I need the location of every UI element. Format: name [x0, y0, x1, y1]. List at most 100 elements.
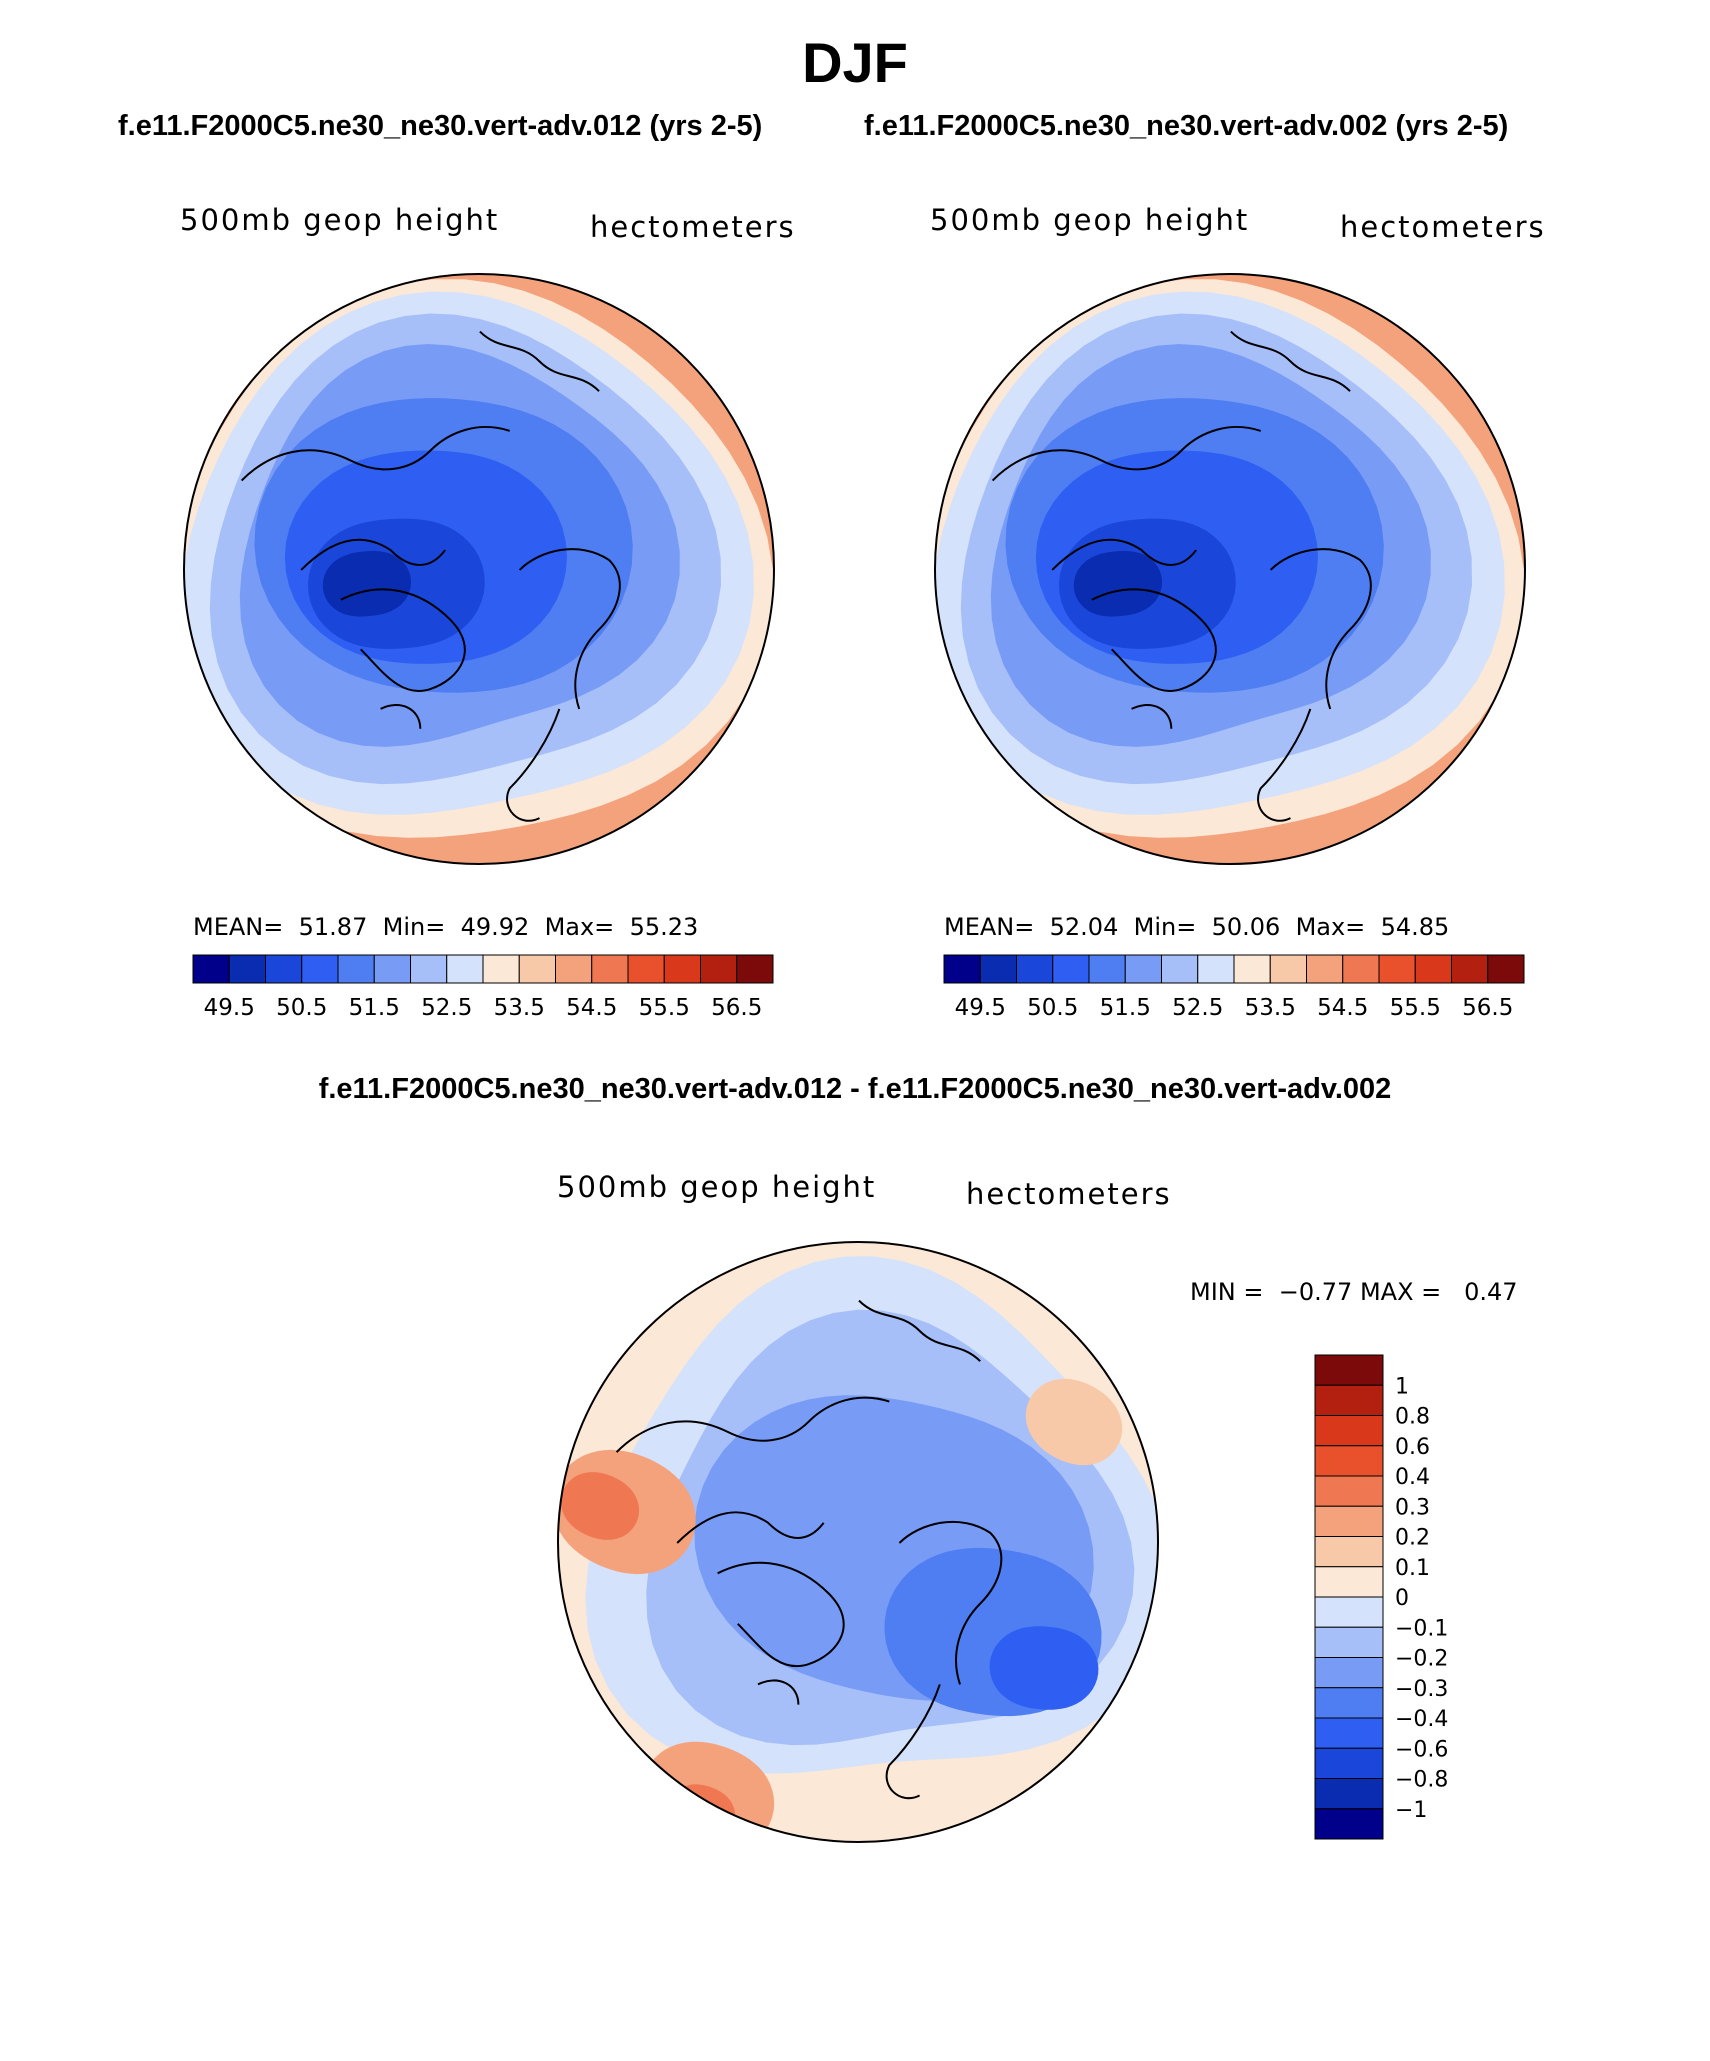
colorbar-box-5 [1124, 954, 1162, 984]
colorbar-box-9 [1269, 954, 1307, 984]
colorbar-box-12 [627, 954, 665, 984]
colorbar-box-6 [1161, 954, 1199, 984]
coastline-segment [717, 1561, 845, 1668]
contour-band--0.3 [560, 1472, 640, 1540]
colorbar-box-15 [1487, 954, 1525, 984]
case-b-units-label: hectometers [1340, 210, 1546, 244]
colorbar-tick-label: 55.5 [639, 995, 690, 1021]
colorbar-tick-label: −1 [1395, 1798, 1427, 1823]
coastline-segment [898, 1520, 1003, 1685]
colorbar-box-1 [228, 954, 266, 984]
case-b-stats: MEAN= 52.04 Min= 50.06 Max= 54.85 [944, 913, 1449, 941]
diff-min-label: MIN = [1190, 1278, 1264, 1306]
colorbar-box-5 [1314, 1505, 1384, 1537]
colorbar-box-11 [1314, 1687, 1384, 1719]
colorbar-tick-label: 51.5 [349, 995, 400, 1021]
diff-stats: MIN = −0.77 MAX = 0.47 [1190, 1278, 1518, 1306]
colorbar-tick-label: 0.1 [1395, 1556, 1430, 1581]
coastline-segment [479, 330, 600, 392]
case-b-min-label: Min= [1133, 913, 1197, 941]
case-a-variable-label: 500mb geop height [180, 203, 500, 237]
colorbar-box-0 [943, 954, 981, 984]
diff-min-value: −0.77 [1278, 1278, 1353, 1306]
colorbar-box-2 [1314, 1415, 1384, 1447]
colorbar-tick-label: 56.5 [1462, 995, 1513, 1021]
diff-max-value: 0.47 [1464, 1278, 1518, 1306]
case-a-mean-label: MEAN= [193, 913, 284, 941]
colorbar-tick-label: 52.5 [1172, 995, 1223, 1021]
coastlines [615, 1299, 1003, 1800]
case-a-colorbar: 49.5 50.5 51.5 52.5 53.5 54.5 55.5 56.5 [192, 954, 774, 1021]
colorbar-tick-label: −0.8 [1395, 1768, 1448, 1793]
colorbar-tick-label: 52.5 [421, 995, 472, 1021]
colorbar-tick-label: 53.5 [494, 995, 545, 1021]
colorbar-box-13 [1414, 954, 1452, 984]
coastline-segment [858, 1299, 981, 1362]
case-b-polar-map [934, 273, 1526, 865]
case-b-title: f.e11.F2000C5.ne30_ne30.vert-adv.002 (yr… [864, 110, 1509, 142]
contour-band-50 [322, 550, 411, 617]
colorbar-tick-label: 55.5 [1390, 995, 1441, 1021]
colorbar-box-4 [1314, 1475, 1384, 1507]
contour-band-0.6 [989, 1626, 1099, 1710]
colorbar-box-13 [1314, 1747, 1384, 1779]
map-boundary [557, 1241, 1159, 1843]
colorbar-box-2 [1016, 954, 1054, 984]
coastline-segment [506, 708, 561, 822]
colorbar-tick-label: 54.5 [1317, 995, 1368, 1021]
colorbar-tick-label: 51.5 [1100, 995, 1151, 1021]
coastline-segment [1230, 330, 1351, 392]
colorbar-box-1 [1314, 1384, 1384, 1416]
colorbar-tick-label: 49.5 [204, 995, 255, 1021]
difference-title: f.e11.F2000C5.ne30_ne30.vert-adv.012 - f… [318, 1073, 1392, 1105]
case-b-max-value: 54.85 [1380, 913, 1450, 941]
coastline-segment [1091, 588, 1217, 692]
case-b-max-label: Max= [1295, 913, 1366, 941]
colorbar-box-13 [663, 954, 701, 984]
case-a-mean-value: 51.87 [298, 913, 368, 941]
colorbar-box-8 [1314, 1596, 1384, 1628]
case-a-min-value: 49.92 [460, 913, 530, 941]
colorbar-tick-label: 0.8 [1395, 1405, 1430, 1430]
case-b-colorbar: 49.5 50.5 51.5 52.5 53.5 54.5 55.5 56.5 [943, 954, 1525, 1021]
colorbar-tick-label: 0.2 [1395, 1526, 1430, 1551]
colorbar-box-11 [591, 954, 629, 984]
colorbar-box-15 [1314, 1808, 1384, 1840]
colorbar-tick-label: 0.3 [1395, 1495, 1430, 1520]
case-a-max-value: 55.23 [629, 913, 699, 941]
map-boundary [934, 273, 1526, 865]
coastline-segment [676, 1511, 825, 1544]
case-a-units-label: hectometers [590, 210, 796, 244]
diff-units-label: hectometers [966, 1177, 1172, 1211]
colorbar-box-3 [301, 954, 339, 984]
colorbar-box-12 [1314, 1717, 1384, 1749]
colorbar-box-10 [1314, 1657, 1384, 1689]
coastlines [240, 330, 621, 822]
coastline-segment [300, 538, 446, 571]
colorbar-tick-label: −0.1 [1395, 1616, 1448, 1641]
contour-band-50 [1073, 550, 1162, 617]
colorbar-tick-label: 0 [1395, 1586, 1409, 1611]
difference-polar-map [557, 1241, 1159, 1843]
colorbar-box-5 [373, 954, 411, 984]
coastline-segment [240, 426, 511, 482]
case-a-max-label: Max= [544, 913, 615, 941]
colorbar-box-3 [1052, 954, 1090, 984]
case-a-stats: MEAN= 51.87 Min= 49.92 Max= 55.23 [193, 913, 698, 941]
season-title: DJF [802, 31, 908, 94]
coastline-segment [615, 1396, 890, 1453]
coastline-segment [518, 548, 621, 710]
colorbar-box-1 [979, 954, 1017, 984]
colorbar-tick-label: 1 [1395, 1374, 1409, 1399]
colorbar-box-10 [1306, 954, 1344, 984]
colorbar-box-6 [410, 954, 448, 984]
colorbar-tick-label: −0.4 [1395, 1707, 1448, 1732]
case-b-min-value: 50.06 [1211, 913, 1281, 941]
colorbar-box-4 [1088, 954, 1126, 984]
case-b-mean-value: 52.04 [1049, 913, 1119, 941]
colorbar-box-12 [1378, 954, 1416, 984]
colorbar-tick-label: 56.5 [711, 995, 762, 1021]
case-a-title: f.e11.F2000C5.ne30_ne30.vert-adv.012 (yr… [118, 110, 763, 142]
diff-max-label: MAX = [1359, 1278, 1442, 1306]
colorbar-box-0 [1314, 1354, 1384, 1386]
